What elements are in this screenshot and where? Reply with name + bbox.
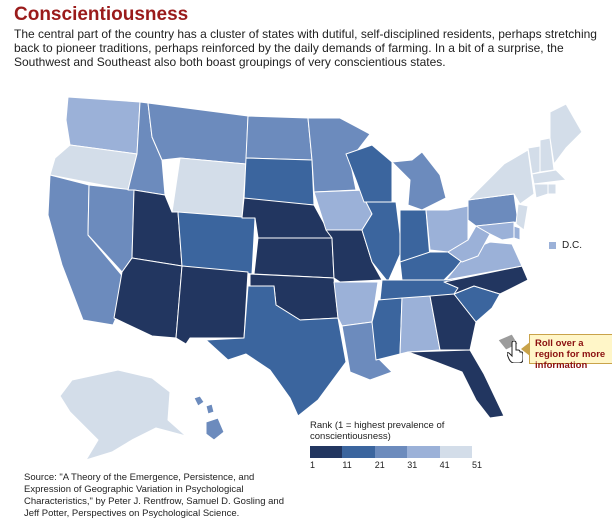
state-mississippi[interactable] <box>371 297 403 361</box>
state-kansas[interactable] <box>253 237 335 279</box>
legend-tick: 1 <box>310 460 316 470</box>
page-title: Conscientiousness <box>14 4 189 25</box>
legend-swatch <box>310 446 343 458</box>
source-citation: Source: "A Theory of the Emergence, Pers… <box>24 472 284 519</box>
state-colorado[interactable] <box>177 211 256 275</box>
legend-swatch <box>342 446 375 458</box>
dc-label: D.C. <box>562 240 582 251</box>
state-connecticut[interactable] <box>533 183 549 199</box>
legend-tick: 41 <box>439 460 450 470</box>
legend-tick: 21 <box>374 460 385 470</box>
dc-swatch[interactable] <box>549 242 556 249</box>
rank-legend: Rank (1 = highest prevalence of conscien… <box>310 420 483 472</box>
state-new-mexico[interactable] <box>175 265 249 345</box>
intro-paragraph: The central part of the country has a cl… <box>14 27 597 69</box>
state-massachusetts[interactable] <box>531 169 567 185</box>
state-minnesota[interactable] <box>307 117 371 193</box>
state-hawaii-big[interactable] <box>205 417 225 441</box>
state-alaska[interactable] <box>59 369 187 461</box>
state-maine[interactable] <box>549 103 583 165</box>
legend-swatch <box>439 446 473 458</box>
state-new-jersey[interactable] <box>515 203 529 231</box>
state-wyoming[interactable] <box>171 157 247 219</box>
legend-tick: 51 <box>472 460 483 470</box>
tooltip-arrow <box>521 342 530 356</box>
state-michigan[interactable] <box>391 151 447 211</box>
state-north-carolina[interactable] <box>443 265 529 295</box>
state-south-dakota[interactable] <box>243 157 315 206</box>
state-hawaii-oahu[interactable] <box>193 395 205 407</box>
state-texas[interactable] <box>205 285 347 417</box>
legend-tick: 31 <box>407 460 418 470</box>
state-new-york[interactable] <box>467 149 535 205</box>
legend-tick: 11 <box>342 460 352 470</box>
state-rhode-island[interactable] <box>547 183 557 195</box>
state-hawaii-maui[interactable] <box>205 403 215 415</box>
legend-swatch <box>407 446 440 458</box>
state-illinois[interactable] <box>361 201 403 283</box>
state-arizona[interactable] <box>113 257 183 339</box>
state-arkansas[interactable] <box>333 281 379 327</box>
legend-swatch <box>374 446 408 458</box>
state-delaware[interactable] <box>513 225 521 241</box>
state-florida[interactable] <box>407 349 505 419</box>
hand-cursor-icon <box>507 341 523 363</box>
dc-legend: D.C. <box>549 240 582 251</box>
state-north-dakota[interactable] <box>245 115 313 161</box>
legend-tick-labels: 1 11 21 31 41 51 <box>310 460 483 472</box>
state-maryland[interactable] <box>475 221 515 241</box>
rollover-hint: Roll over a region for more information <box>529 334 612 371</box>
state-montana[interactable] <box>147 102 249 165</box>
legend-title: Rank (1 = highest prevalence of conscien… <box>310 420 445 442</box>
legend-color-bar <box>310 446 473 458</box>
